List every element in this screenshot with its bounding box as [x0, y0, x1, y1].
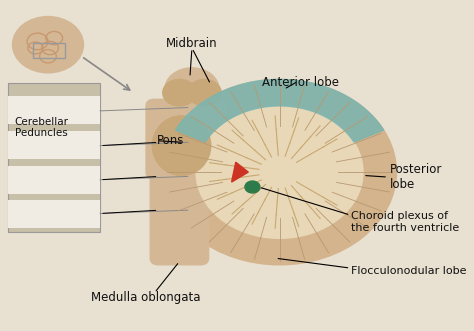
- Text: Choroid plexus of
the fourth ventricle: Choroid plexus of the fourth ventricle: [350, 211, 459, 233]
- Circle shape: [163, 79, 196, 106]
- Circle shape: [12, 17, 83, 73]
- Polygon shape: [232, 162, 248, 182]
- Text: Flocculonodular lobe: Flocculonodular lobe: [350, 266, 466, 276]
- FancyBboxPatch shape: [9, 200, 100, 228]
- Text: Medulla oblongata: Medulla oblongata: [91, 291, 201, 305]
- Text: Anterior lobe: Anterior lobe: [262, 76, 339, 89]
- Ellipse shape: [152, 116, 211, 175]
- Text: Midbrain: Midbrain: [166, 36, 218, 50]
- Text: Pons: Pons: [156, 134, 184, 147]
- Circle shape: [245, 181, 260, 193]
- FancyBboxPatch shape: [150, 159, 209, 265]
- Circle shape: [163, 79, 396, 265]
- FancyBboxPatch shape: [9, 96, 100, 124]
- Polygon shape: [175, 79, 383, 142]
- Circle shape: [196, 106, 363, 238]
- Circle shape: [188, 79, 221, 106]
- Text: Posterior
lobe: Posterior lobe: [390, 163, 443, 191]
- Text: Cerebellar
Peduncles: Cerebellar Peduncles: [15, 117, 69, 138]
- FancyBboxPatch shape: [146, 99, 225, 179]
- FancyBboxPatch shape: [9, 131, 100, 159]
- FancyBboxPatch shape: [9, 83, 100, 232]
- Ellipse shape: [165, 68, 219, 111]
- FancyBboxPatch shape: [9, 166, 100, 194]
